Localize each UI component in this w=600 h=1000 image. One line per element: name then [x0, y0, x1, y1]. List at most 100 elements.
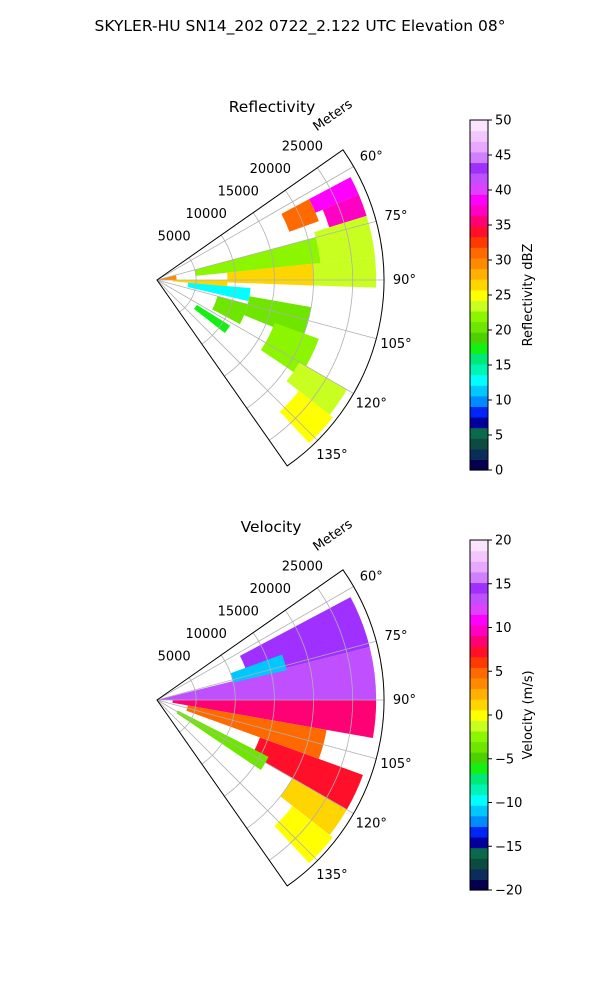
colorbar-tick-label: 0	[495, 709, 503, 724]
colorbar-tick-label: 20	[495, 324, 512, 339]
colorbar-segment	[470, 667, 488, 679]
colorbar-tick-label: 30	[495, 254, 512, 269]
colorbar-segment	[470, 416, 488, 429]
colorbar-segment	[470, 699, 488, 711]
colorbar-segment	[470, 709, 488, 721]
colorbar-label: Reflectivity dBZ	[521, 244, 536, 347]
range-ring	[269, 587, 354, 861]
polar-frame	[156, 149, 385, 467]
data-cell	[172, 700, 377, 739]
colorbar-segment	[470, 815, 488, 827]
colorbar-tick-label: −5	[495, 752, 514, 767]
azimuth-gridline	[156, 279, 377, 340]
colorbar-tick-label: 5	[495, 429, 503, 444]
colorbar-label: Velocity (m/s)	[521, 670, 536, 759]
colorbar-segment	[470, 624, 488, 637]
colorbar-segment	[470, 141, 488, 153]
range-tick-label: 10000	[186, 207, 227, 222]
colorbar-segment	[470, 257, 488, 270]
colorbar: 0 5 10 15 20 25 30 35 40 45 50 Reflectivity dBZ	[469, 114, 536, 479]
azimuth-tick-label: 120°	[356, 397, 387, 412]
data-cells	[157, 597, 377, 864]
colorbar-segment	[470, 752, 488, 764]
range-tick-label: 20000	[250, 582, 291, 597]
colorbar-tick-label: 15	[495, 577, 512, 592]
data-cell	[186, 705, 327, 759]
colorbar-segment	[470, 550, 488, 562]
colorbar-segment	[470, 438, 488, 450]
colorbar-segment	[470, 406, 488, 418]
range-tick-label: 25000	[282, 559, 323, 574]
data-cell	[309, 177, 359, 213]
colorbar-segment	[470, 868, 488, 880]
data-cells	[157, 177, 377, 444]
colorbar-tick-label: 35	[495, 219, 512, 234]
colorbar-tick-label: −10	[495, 796, 522, 811]
azimuth-tick-label: 60°	[360, 149, 383, 164]
colorbar-segment	[470, 688, 488, 700]
azimuth-gridline	[156, 586, 354, 701]
colorbar-segment	[470, 448, 488, 460]
colorbar-tick-label: 10	[495, 394, 512, 409]
panel-title-velocity: Velocity	[241, 518, 302, 536]
colorbar-segment	[470, 162, 488, 174]
data-cell	[314, 215, 375, 263]
range-ring	[201, 234, 236, 345]
colorbar-segment	[470, 204, 488, 217]
colorbar-segment	[470, 720, 488, 732]
data-cell	[194, 304, 231, 334]
azimuth-gridline	[156, 279, 318, 441]
azimuth-gridline	[156, 640, 377, 701]
azimuth-tick-label: 75°	[384, 629, 407, 644]
colorbar-tick-label: 10	[495, 621, 512, 636]
data-cell	[176, 710, 269, 771]
data-cell	[230, 654, 287, 683]
colorbar-segment	[470, 300, 488, 312]
range-ring	[224, 212, 275, 377]
range-ring	[269, 167, 354, 441]
azimuth-gridline	[156, 699, 377, 760]
colorbar-tick-label: −15	[495, 840, 522, 855]
velocity-panel: Velocity 60° 75° 90° 105° 120° 135° 5000 10000 1…	[156, 517, 536, 899]
colorbar: −20 −15 −10 −5 0 5 10 15 20 Velocity (m/s)	[469, 534, 536, 899]
data-cell	[172, 280, 228, 287]
colorbar-segment	[470, 614, 488, 626]
polar-frame	[156, 569, 385, 887]
colorbar-tick-label: 0	[495, 464, 503, 479]
colorbar-segment	[470, 173, 488, 185]
colorbar-segment	[470, 374, 488, 386]
colorbar-segment	[470, 646, 488, 658]
colorbar-tick-label: 50	[495, 114, 512, 129]
data-cell	[279, 390, 333, 444]
colorbar-segment	[470, 656, 488, 668]
data-cell	[322, 194, 367, 228]
range-tick-label: 5000	[158, 229, 191, 244]
colorbar-segment	[470, 130, 488, 142]
colorbar-segment	[470, 332, 488, 344]
data-cell	[280, 778, 347, 835]
colorbar-segment	[470, 762, 488, 774]
colorbar-segment	[470, 858, 488, 870]
azimuth-tick-label: 90°	[393, 273, 416, 288]
colorbar-segment	[470, 385, 488, 397]
colorbar-segment	[470, 805, 488, 817]
azimuth-gridline	[156, 699, 318, 861]
colorbar-segment	[470, 363, 488, 376]
reflectivity-panel: Reflectivity 60° 75° 90° 105° 120° 135° 5000 10…	[156, 97, 536, 479]
colorbar-segment	[470, 741, 488, 753]
azimuth-tick-label: 60°	[360, 569, 383, 584]
colorbar-segment	[470, 120, 488, 132]
data-cell	[244, 296, 312, 339]
colorbar-segment	[470, 427, 488, 439]
azimuth-tick-label: 75°	[384, 209, 407, 224]
colorbar-segment	[470, 773, 488, 785]
polar-grid	[156, 586, 384, 861]
colorbar-tick-label: 25	[495, 289, 512, 304]
range-tick-label: 25000	[282, 139, 323, 154]
azimuth-gridline	[156, 279, 354, 394]
azimuth-gridline	[156, 699, 354, 814]
polar-grid	[156, 166, 384, 441]
panel-title-reflectivity: Reflectivity	[229, 98, 316, 116]
colorbar-segment	[470, 151, 488, 164]
colorbar-segment	[470, 582, 488, 594]
